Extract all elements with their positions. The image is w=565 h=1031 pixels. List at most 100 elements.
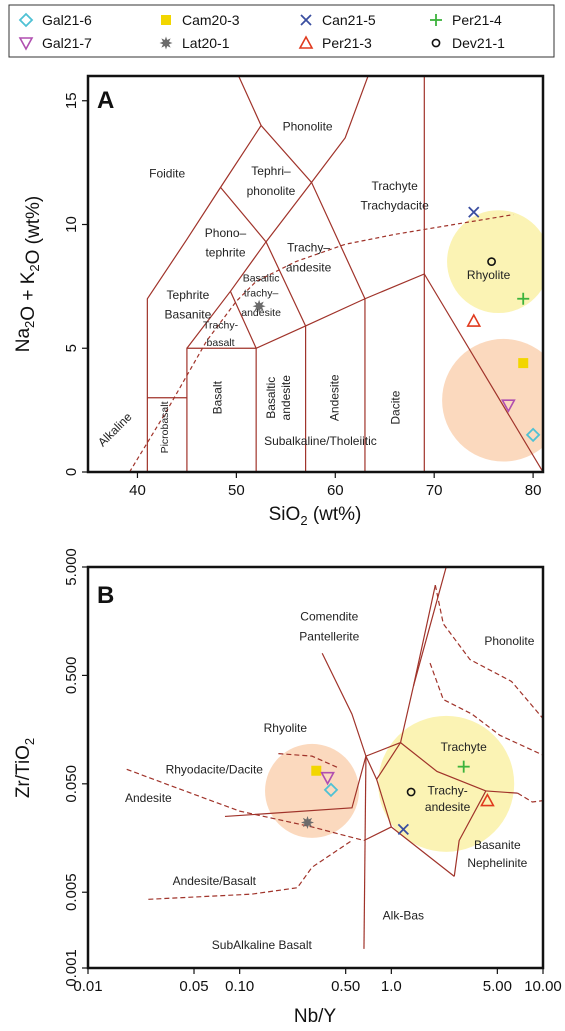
x-tick-label-b: 0.05 [179, 978, 208, 995]
plot-frame-a [86, 74, 545, 474]
data-point-b-can21-5 [397, 823, 409, 836]
data-point-a-cam20-3 [518, 358, 529, 369]
panel-letter-b: B [97, 582, 114, 609]
y-tick-label-b: 5.000 [63, 548, 80, 586]
legend-label-cam20-3: Cam20-3 [182, 12, 240, 28]
field-boundary-b-5 [363, 756, 367, 949]
data-point-b-gal21-6 [323, 782, 339, 798]
legend: Gal21-6 Cam20-3 Can21-5 Per21-4 Gal21-7 Lat20… [8, 4, 555, 58]
y-axis-title-b: Zr/TiO2 [13, 738, 37, 798]
legend-marker-cam20-3 [161, 15, 171, 25]
field-boundary-6 [229, 291, 257, 349]
y-tick-label-a: 0 [63, 468, 80, 476]
field-label-comendite: Comendite [300, 610, 358, 624]
field-label-alkaline: Alkaline [95, 410, 135, 450]
legend-frame [8, 4, 555, 58]
legend-label-gal21-6: Gal21-6 [42, 12, 92, 28]
x-tick-label-a: 50 [228, 482, 245, 499]
field-label-andesite: andesite [241, 307, 281, 319]
data-point-a-lat20-1 [252, 299, 266, 313]
zr-ti-nb-y-diagram: Comendite Pantellerite Phonolite Rhyolite Tr… [13, 548, 562, 1027]
legend-label-lat20-1: Lat20-1 [182, 35, 230, 51]
field-label-andesite: andesite [279, 375, 293, 421]
field-label-trachy: Trachy– [287, 241, 330, 255]
field-boundary-8 [220, 186, 267, 243]
field-label-alk-bas: Alk-Bas [383, 909, 424, 923]
zone-yellow [447, 210, 543, 314]
legend-label-can21-5: Can21-5 [322, 12, 376, 28]
y-tick-label-a: 10 [63, 216, 80, 233]
field-label-andesite: Andesite [327, 374, 341, 421]
legend-marker-lat20-1 [159, 36, 173, 50]
data-point-b-per21-3 [480, 792, 495, 807]
field-boundary-9 [237, 76, 262, 126]
field-boundary-5 [186, 76, 369, 349]
y-tick-label-a: 5 [63, 344, 80, 352]
field-label-picrobasalt: Picrobasalt [159, 401, 171, 453]
field-label-tephrite: Tephrite [167, 288, 210, 302]
dashed-boundary-b-0 [278, 752, 339, 769]
y-axis-title-a: Na2O + K2O (wt%) [13, 196, 44, 352]
x-tick-label-a: 40 [129, 482, 146, 499]
field-label-basalt: Basalt [211, 380, 225, 414]
x-axis-title-b: Nb/Y [294, 1006, 337, 1027]
data-point-a-gal21-6 [525, 427, 541, 443]
x-tick-label-a: 70 [426, 482, 443, 499]
y-tick-label-a: 15 [63, 92, 80, 109]
field-label-rhyolite: Rhyolite [467, 268, 511, 282]
legend-marker-gal21-7 [18, 37, 34, 51]
field-label-phono: Phono– [205, 226, 247, 240]
data-point-a-per21-4 [517, 292, 530, 305]
x-tick-label-b: 10.00 [524, 978, 562, 995]
field-boundary-b-9 [485, 790, 518, 794]
field-boundary-7 [265, 241, 307, 327]
field-label-basanite: Basanite [165, 308, 212, 322]
y-tick-label-b: 0.500 [63, 657, 80, 695]
zone-orange [265, 743, 360, 838]
field-label-basalt: basalt [207, 337, 235, 349]
field-label-rhyodacite-dacite: Rhyodacite/Dacite [166, 763, 264, 777]
field-label-trachydacite: Trachydacite [361, 199, 430, 213]
field-label-trachy: trachy– [244, 287, 279, 299]
field-label-andesite-basalt: Andesite/Basalt [173, 874, 257, 888]
field-label-tephrite: tephrite [205, 246, 245, 260]
y-tick-label-b: 0.001 [63, 949, 80, 987]
legend-label-per21-3: Per21-3 [322, 35, 372, 51]
field-boundary-b-3 [400, 742, 487, 792]
field-label-andesite: andesite [286, 261, 332, 275]
panel-letter-a: A [97, 87, 114, 114]
field-boundary-b-4 [224, 755, 367, 818]
field-boundary-b-0 [321, 585, 436, 757]
x-tick-label-b: 1.0 [381, 978, 402, 995]
field-label-subalkaline-tholeiitic: Subalkaline/Tholeiitic [264, 434, 377, 448]
legend-label-gal21-7: Gal21-7 [42, 35, 92, 51]
data-point-b-lat20-1 [301, 816, 314, 829]
field-label-andesite: andesite [425, 800, 471, 814]
data-point-a-gal21-7 [501, 399, 516, 413]
data-point-b-per21-4 [457, 760, 470, 773]
alkaline-subalkaline-divide [129, 214, 514, 472]
field-label-phonolite: phonolite [247, 184, 296, 198]
legend-marker-per21-3 [298, 35, 314, 49]
field-label-dacite: Dacite [389, 390, 403, 424]
legend-marker-per21-4 [430, 14, 442, 26]
field-label-phonolite: Phonolite [283, 119, 333, 133]
x-tick-label-b: 0.01 [73, 978, 102, 995]
field-boundary-b-8 [363, 826, 392, 842]
dashed-boundary-b-4 [434, 585, 543, 719]
field-boundary-b-1 [412, 567, 447, 687]
field-label-trachyte: Trachyte [372, 179, 419, 193]
field-label-trachy: Trachy- [427, 783, 467, 797]
field-label-nephelinite: Nephelinite [467, 856, 527, 870]
field-boundary-1 [186, 297, 366, 472]
legend-marker-gal21-6 [18, 12, 34, 28]
field-label-pantellerite: Pantellerite [299, 629, 359, 643]
field-label-trachyte: Trachyte [441, 740, 488, 754]
field-boundary-11 [423, 273, 543, 472]
zone-yellow [378, 715, 515, 852]
data-point-b-cam20-3 [311, 765, 322, 776]
data-point-a-per21-3 [466, 313, 482, 327]
data-point-b-gal21-7 [320, 771, 335, 786]
legend-marker-dev21-1 [431, 38, 441, 48]
